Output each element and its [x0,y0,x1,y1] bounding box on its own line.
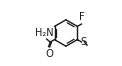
Text: O: O [45,49,53,59]
Text: H₂N: H₂N [35,28,54,38]
Text: F: F [79,12,85,22]
Text: S: S [80,37,86,47]
